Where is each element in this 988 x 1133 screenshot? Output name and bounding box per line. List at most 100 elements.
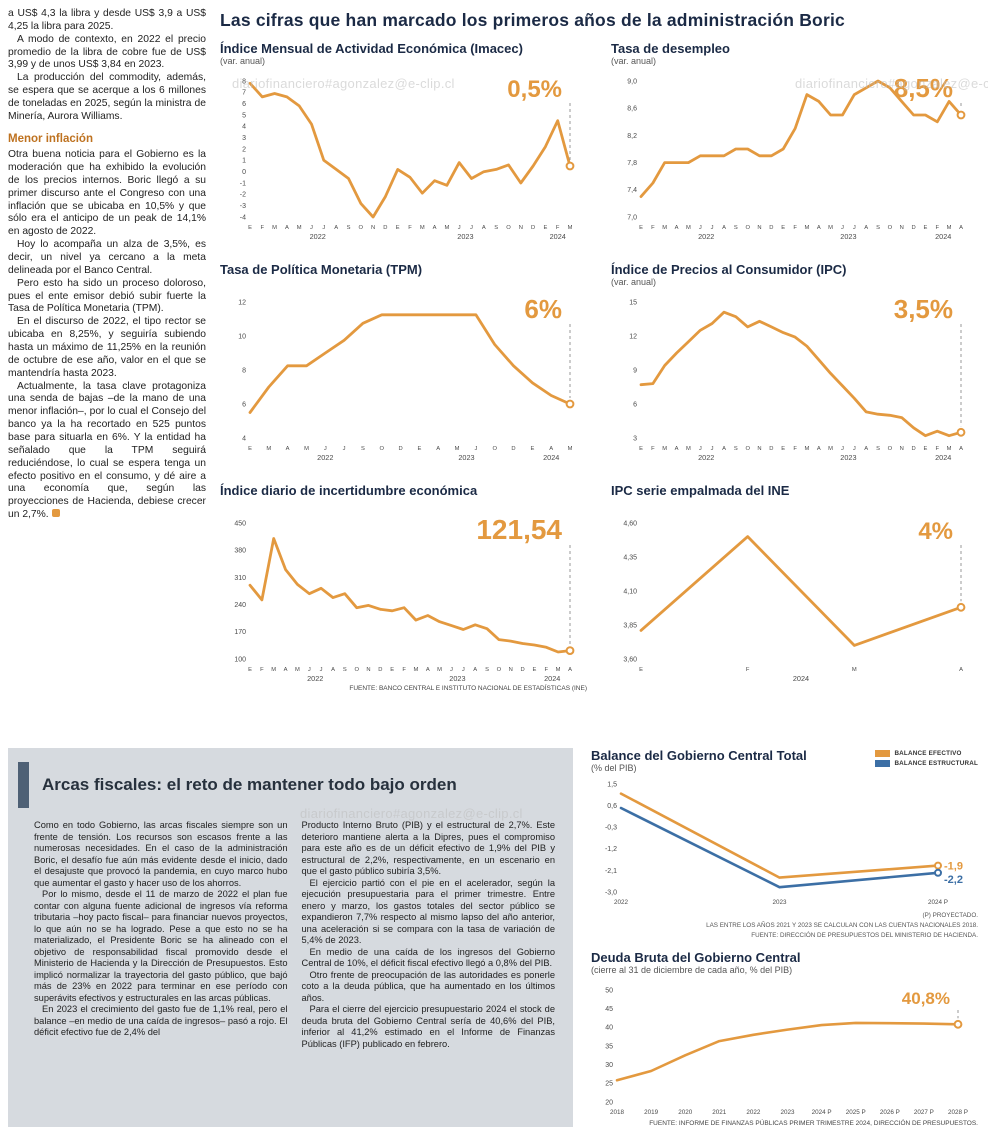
svg-text:O: O bbox=[497, 667, 502, 673]
fiscal-paragraph: El ejercicio partió con el pie en el ace… bbox=[301, 877, 556, 946]
svg-text:J: J bbox=[470, 225, 473, 231]
svg-text:D: D bbox=[531, 225, 535, 231]
svg-text:7: 7 bbox=[242, 90, 246, 97]
svg-text:A: A bbox=[817, 446, 821, 452]
chart-subtitle bbox=[220, 498, 587, 511]
svg-text:E: E bbox=[248, 446, 252, 452]
svg-text:A: A bbox=[433, 225, 437, 231]
svg-text:D: D bbox=[378, 667, 382, 673]
svg-text:8,5%: 8,5% bbox=[894, 73, 953, 103]
svg-text:2022: 2022 bbox=[310, 232, 326, 241]
svg-text:M: M bbox=[568, 225, 573, 231]
svg-text:240: 240 bbox=[234, 602, 246, 609]
svg-text:D: D bbox=[912, 446, 916, 452]
svg-text:N: N bbox=[757, 225, 761, 231]
svg-text:O: O bbox=[506, 225, 511, 231]
svg-text:M: M bbox=[295, 667, 300, 673]
chart-title: Balance del Gobierno Central Total bbox=[591, 748, 807, 763]
svg-text:F: F bbox=[936, 446, 940, 452]
svg-text:2023: 2023 bbox=[840, 232, 856, 241]
svg-text:M: M bbox=[304, 446, 309, 452]
svg-text:M: M bbox=[266, 446, 271, 452]
svg-text:A: A bbox=[959, 225, 963, 231]
svg-text:8: 8 bbox=[242, 78, 246, 85]
article-paragraph: Hoy lo acompaña un alza de 3,5%, es deci… bbox=[8, 239, 206, 276]
svg-text:1,5: 1,5 bbox=[607, 781, 617, 788]
svg-text:J: J bbox=[322, 225, 325, 231]
accent-bar bbox=[18, 762, 29, 808]
svg-text:O: O bbox=[888, 225, 893, 231]
legend-item-estructural: BALANCE ESTRUCTURAL bbox=[875, 760, 978, 767]
svg-text:0: 0 bbox=[242, 169, 246, 176]
svg-text:9,0: 9,0 bbox=[627, 78, 637, 85]
svg-text:2024: 2024 bbox=[543, 453, 559, 462]
svg-text:2024: 2024 bbox=[550, 232, 566, 241]
svg-text:10: 10 bbox=[238, 333, 246, 340]
fiscal-paragraph: Producto Interno Bruto (PIB) y el estruc… bbox=[301, 820, 556, 877]
article-subhead: Menor inflación bbox=[8, 132, 93, 145]
chart-title: Índice diario de incertidumbre económica bbox=[220, 483, 478, 498]
fiscal-header: Arcas fiscales: el reto de mantener todo… bbox=[8, 748, 573, 812]
svg-text:3,5%: 3,5% bbox=[894, 294, 953, 324]
svg-text:-1,9: -1,9 bbox=[944, 861, 963, 873]
svg-text:2023: 2023 bbox=[780, 1109, 795, 1116]
svg-text:F: F bbox=[408, 225, 412, 231]
svg-text:2024: 2024 bbox=[544, 674, 560, 683]
svg-text:F: F bbox=[651, 446, 655, 452]
svg-text:5: 5 bbox=[242, 112, 246, 119]
svg-text:2022: 2022 bbox=[746, 1109, 761, 1116]
svg-text:380: 380 bbox=[234, 548, 246, 555]
svg-text:A: A bbox=[482, 225, 486, 231]
svg-text:A: A bbox=[568, 667, 572, 673]
svg-text:A: A bbox=[426, 667, 430, 673]
chart-incertidumbre: Índice diario de incertidumbre económica… bbox=[220, 483, 587, 692]
svg-text:J: J bbox=[841, 446, 844, 452]
svg-text:A: A bbox=[959, 667, 963, 673]
fiscal-paragraph: En medio de una caída de los ingresos de… bbox=[301, 946, 556, 969]
svg-text:9: 9 bbox=[633, 367, 637, 374]
svg-text:E: E bbox=[781, 225, 785, 231]
main-title: Las cifras que han marcado los primeros … bbox=[220, 10, 845, 30]
estructural-swatch-icon bbox=[875, 760, 891, 767]
note-line: LAS ENTRE LOS AÑOS 2021 Y 2023 SE CALCUL… bbox=[706, 921, 978, 929]
svg-text:M: M bbox=[828, 446, 833, 452]
svg-text:6%: 6% bbox=[524, 294, 562, 324]
svg-text:F: F bbox=[260, 667, 264, 673]
svg-text:F: F bbox=[793, 225, 797, 231]
svg-text:2022: 2022 bbox=[698, 232, 714, 241]
fiscal-column-1: Como en todo Gobierno, las arcas fiscale… bbox=[34, 820, 288, 1050]
svg-text:D: D bbox=[521, 667, 525, 673]
svg-text:M: M bbox=[413, 667, 418, 673]
svg-text:M: M bbox=[437, 667, 442, 673]
imacec-line-chart: 8 7 6 5 4 3 2 1 0 -1 -2 -3 -4 E F M A M J J A S O N D E F M A M J J A S O N… bbox=[220, 69, 587, 246]
svg-text:D: D bbox=[511, 446, 515, 452]
svg-text:2024: 2024 bbox=[793, 674, 809, 683]
chart-ipc: Índice de Precios al Consumidor (IPC) (v… bbox=[611, 262, 978, 467]
svg-text:J: J bbox=[711, 225, 714, 231]
svg-text:7,4: 7,4 bbox=[627, 187, 637, 194]
svg-text:J: J bbox=[853, 446, 856, 452]
svg-text:M: M bbox=[947, 225, 952, 231]
svg-text:50: 50 bbox=[605, 988, 613, 995]
top-section: a US$ 4,3 la libra y desde US$ 3,9 a US$… bbox=[8, 8, 978, 692]
svg-text:2022: 2022 bbox=[307, 674, 323, 683]
svg-text:M: M bbox=[686, 225, 691, 231]
svg-text:0,6: 0,6 bbox=[607, 803, 617, 810]
article-paragraph: Otra buena noticia para el Gobierno es l… bbox=[8, 149, 206, 238]
svg-text:J: J bbox=[324, 446, 327, 452]
svg-text:A: A bbox=[722, 446, 726, 452]
svg-text:12: 12 bbox=[629, 333, 637, 340]
svg-text:S: S bbox=[734, 225, 738, 231]
svg-text:-2: -2 bbox=[240, 192, 246, 199]
svg-text:2023: 2023 bbox=[449, 674, 465, 683]
svg-text:E: E bbox=[248, 225, 252, 231]
svg-text:A: A bbox=[959, 446, 963, 452]
balance-titles: Balance del Gobierno Central Total (% de… bbox=[591, 748, 807, 776]
svg-text:O: O bbox=[354, 667, 359, 673]
svg-text:1: 1 bbox=[242, 158, 246, 165]
fiscal-column-2: Producto Interno Bruto (PIB) y el estruc… bbox=[302, 820, 556, 1050]
svg-text:J: J bbox=[841, 225, 844, 231]
chart-subtitle: (cierre al 31 de diciembre de cada año, … bbox=[591, 965, 793, 976]
deuda-svg: 50 45 40 35 30 25 20 2018 2019 2020 2021 2022 2023 20… bbox=[605, 988, 968, 1117]
svg-text:15: 15 bbox=[629, 299, 637, 306]
